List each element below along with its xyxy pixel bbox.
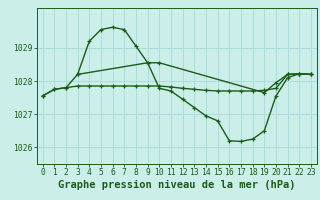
X-axis label: Graphe pression niveau de la mer (hPa): Graphe pression niveau de la mer (hPa) — [58, 180, 296, 190]
